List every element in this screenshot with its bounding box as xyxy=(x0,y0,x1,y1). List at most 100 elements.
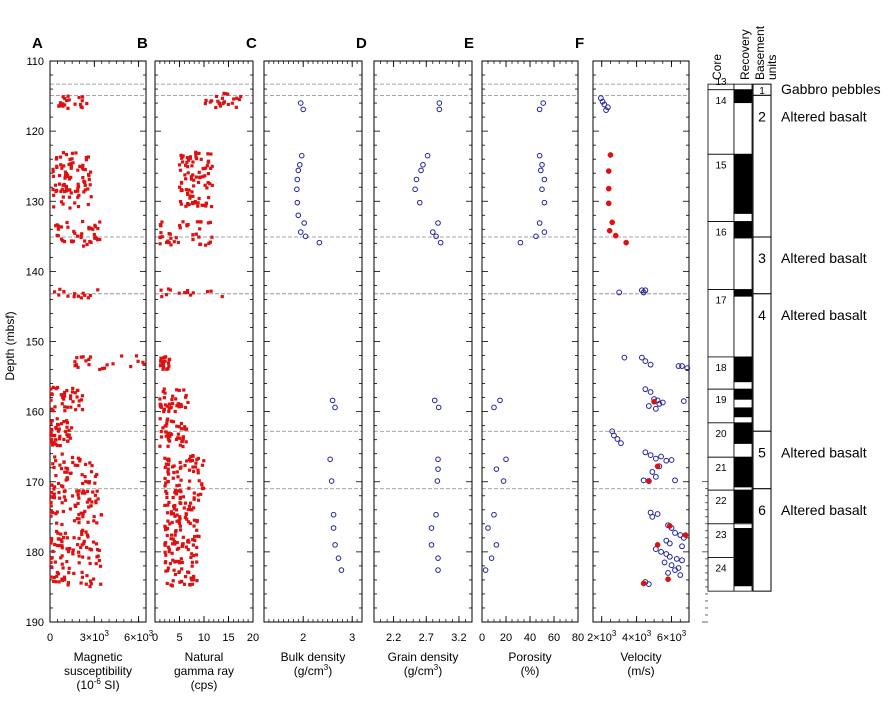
magsus-gamma-point xyxy=(56,572,61,576)
magsus-gamma-point xyxy=(49,387,53,391)
magsus-gamma-point xyxy=(162,410,166,414)
magsus-gamma-point xyxy=(53,455,57,459)
magsus-gamma-point xyxy=(52,496,56,500)
magsus-gamma-point xyxy=(65,433,69,437)
moisture-density-point xyxy=(539,161,545,168)
magsus-gamma-point xyxy=(52,193,56,197)
magsus-gamma-point xyxy=(54,474,58,478)
moisture-density-point xyxy=(431,397,438,404)
moisture-density-point xyxy=(412,186,418,193)
magsus-gamma-point xyxy=(200,483,204,487)
magsus-gamma-point xyxy=(62,240,67,244)
magsus-gamma-point xyxy=(93,493,98,497)
magsus-gamma-point xyxy=(63,173,68,178)
magsus-gamma-point xyxy=(76,195,80,199)
magsus-gamma-point xyxy=(83,462,88,467)
magsus-gamma-point xyxy=(203,166,208,170)
magsus-gamma-point xyxy=(68,188,72,192)
magsus-gamma-point xyxy=(180,439,185,443)
magsus-gamma-point xyxy=(64,429,68,434)
magsus-gamma-point xyxy=(234,105,238,109)
magsus-gamma-point xyxy=(73,231,77,235)
magsus-gamma-point xyxy=(166,463,170,467)
magsus-gamma-point xyxy=(174,437,179,442)
magsus-gamma-point xyxy=(179,427,184,431)
magsus-gamma-point xyxy=(62,419,66,424)
magsus-gamma-point xyxy=(183,291,187,295)
moisture-density-point xyxy=(332,404,338,411)
moisture-density-point xyxy=(420,161,426,168)
magsus-gamma-point xyxy=(166,566,170,570)
magsus-gamma-point xyxy=(158,235,162,240)
magsus-gamma-point xyxy=(62,289,66,294)
magsus-gamma-point xyxy=(98,220,102,224)
magsus-gamma-point xyxy=(83,188,87,192)
magsus-gamma-point xyxy=(51,433,55,438)
magsus-gamma-point xyxy=(80,99,84,103)
magsus-gamma-point xyxy=(81,511,85,516)
magsus-gamma-point xyxy=(70,157,74,161)
magsus-gamma-point xyxy=(235,96,239,100)
magsus-gamma-point xyxy=(165,495,169,499)
magsus-gamma-point xyxy=(181,535,185,539)
x-tick-label: 6×103 xyxy=(657,629,687,644)
magsus-gamma-point xyxy=(171,512,176,516)
magsus-gamma-point xyxy=(64,152,69,157)
magsus-gamma-point xyxy=(204,202,208,206)
magsus-gamma-point xyxy=(55,510,59,514)
magsus-gamma-point xyxy=(176,432,181,436)
magsus-gamma-point xyxy=(167,240,171,245)
magsus-gamma-point xyxy=(191,469,196,474)
velocity-point-open xyxy=(614,436,621,442)
recovered-interval xyxy=(734,154,752,214)
magsus-gamma-point xyxy=(63,498,68,502)
magsus-gamma-point xyxy=(214,105,218,110)
magsus-gamma-point xyxy=(57,429,61,433)
magsus-gamma-point xyxy=(171,420,176,424)
magsus-gamma-point xyxy=(178,495,182,499)
magsus-gamma-point xyxy=(196,498,201,502)
magsus-gamma-point xyxy=(169,236,173,240)
magsus-gamma-point xyxy=(54,224,58,228)
moisture-density-point xyxy=(491,511,497,518)
magsus-gamma-point xyxy=(58,155,63,159)
magsus-gamma-point xyxy=(54,426,58,430)
magsus-gamma-point xyxy=(195,579,199,583)
moisture-density-point xyxy=(327,456,333,463)
magsus-gamma-point xyxy=(49,514,53,518)
magsus-gamma-point xyxy=(59,556,63,560)
magsus-gamma-point xyxy=(205,290,210,294)
magsus-gamma-point xyxy=(85,574,89,578)
magsus-gamma-point xyxy=(79,355,83,359)
magsus-gamma-point xyxy=(184,204,188,208)
magsus-gamma-point xyxy=(187,570,191,575)
magsus-gamma-point xyxy=(175,404,179,408)
magsus-gamma-point xyxy=(75,388,79,393)
magsus-gamma-point xyxy=(180,542,185,546)
magsus-gamma-point xyxy=(55,165,59,170)
magsus-gamma-point xyxy=(162,407,167,411)
core-box xyxy=(707,289,735,358)
magsus-gamma-point xyxy=(198,175,202,179)
magsus-gamma-point xyxy=(129,364,133,369)
magsus-gamma-point xyxy=(76,501,80,506)
magsus-gamma-point xyxy=(70,390,75,394)
magsus-gamma-point xyxy=(79,581,83,585)
magsus-gamma-point xyxy=(59,532,63,536)
magsus-gamma-point xyxy=(167,457,171,461)
magsus-gamma-point xyxy=(80,532,84,536)
magsus-gamma-point xyxy=(175,489,180,493)
magsus-gamma-point xyxy=(206,152,210,156)
panel-f: F 2×103 4×103 6×103 Velocity(m/s) xyxy=(575,35,690,678)
magsus-gamma-point xyxy=(94,542,99,546)
magsus-gamma-point xyxy=(66,583,70,587)
magsus-gamma-point xyxy=(183,405,188,410)
magsus-gamma-point xyxy=(207,241,211,246)
magsus-gamma-point xyxy=(82,179,86,183)
core-number: 16 xyxy=(715,228,727,239)
depth-tick-label: 160 xyxy=(26,407,44,419)
magsus-gamma-point xyxy=(163,456,167,460)
magsus-gamma-point xyxy=(87,505,91,509)
velocity-point-open xyxy=(645,403,652,409)
